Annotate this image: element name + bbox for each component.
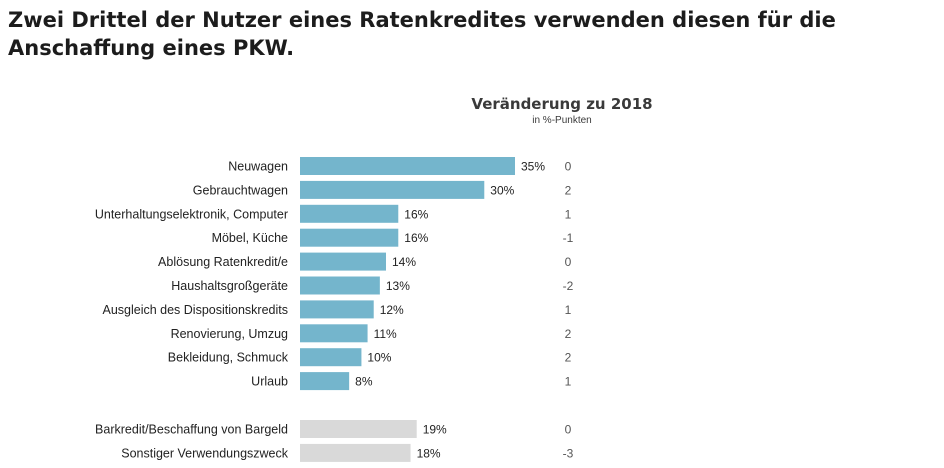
bar — [300, 228, 399, 247]
bar-value-label: 18% — [417, 446, 441, 460]
change-value: -2 — [563, 279, 574, 293]
bar — [300, 324, 368, 343]
change-value: 2 — [565, 327, 572, 341]
change-value: 2 — [565, 183, 572, 197]
category-label: Haushaltsgroßgeräte — [171, 279, 288, 293]
category-label: Gebrauchtwagen — [193, 183, 288, 197]
change-header: Veränderung zu 2018 in %-Punkten — [462, 94, 662, 128]
bar-value-label: 19% — [423, 423, 447, 437]
bar-value-label: 16% — [404, 231, 428, 245]
bar — [300, 157, 515, 175]
bar — [300, 252, 386, 271]
change-value: 0 — [565, 255, 572, 269]
category-label: Renovierung, Umzug — [171, 327, 288, 341]
change-value: -1 — [563, 231, 574, 245]
chart-title: Zwei Drittel der Nutzer eines Ratenkredi… — [8, 8, 836, 60]
category-label: Möbel, Küche — [212, 231, 288, 245]
bar — [300, 300, 374, 319]
bar — [300, 420, 417, 438]
bars-layer: Neuwagen 35% 0 Gebrauchtwagen 30% 2 Unterhaltu… — [95, 157, 574, 462]
category-label: Ablösung Ratenkredit/e — [158, 255, 288, 269]
category-label: Ausgleich des Dispositionskredits — [102, 303, 288, 317]
change-value: -3 — [563, 446, 574, 460]
bar — [300, 180, 485, 199]
change-header-title: Veränderung zu 2018 — [471, 95, 653, 113]
bar-value-label: 8% — [355, 375, 373, 389]
change-value: 0 — [565, 160, 572, 174]
bar — [300, 372, 350, 391]
change-header-unit: in %-Punkten — [532, 115, 592, 126]
category-label: Neuwagen — [228, 160, 288, 174]
change-value: 2 — [565, 351, 572, 365]
change-value: 1 — [565, 303, 572, 317]
bar — [300, 443, 411, 462]
bar-value-label: 35% — [521, 160, 545, 174]
category-label: Unterhaltungselektronik, Computer — [95, 207, 288, 221]
category-label: Urlaub — [251, 375, 288, 389]
change-value: 1 — [565, 207, 572, 221]
bar-value-label: 30% — [490, 183, 514, 197]
bar-value-label: 14% — [392, 255, 416, 269]
category-label: Sonstiger Verwendungszweck — [121, 446, 289, 460]
bar-value-label: 11% — [374, 327, 397, 341]
change-value: 0 — [565, 423, 572, 437]
bar-value-label: 16% — [404, 207, 428, 221]
bar — [300, 204, 399, 223]
category-label: Bekleidung, Schmuck — [168, 351, 289, 365]
bar — [300, 276, 380, 295]
category-label: Barkredit/Beschaffung von Bargeld — [95, 423, 288, 437]
bar-value-label: 12% — [380, 303, 404, 317]
bar — [300, 348, 362, 367]
change-value: 1 — [565, 375, 572, 389]
bar-value-label: 10% — [367, 351, 391, 365]
bar-value-label: 13% — [386, 279, 410, 293]
